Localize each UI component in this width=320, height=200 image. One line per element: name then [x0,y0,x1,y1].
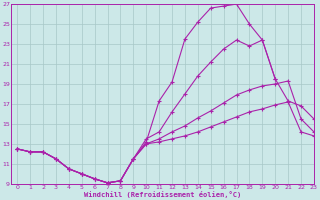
X-axis label: Windchill (Refroidissement éolien,°C): Windchill (Refroidissement éolien,°C) [84,191,241,198]
